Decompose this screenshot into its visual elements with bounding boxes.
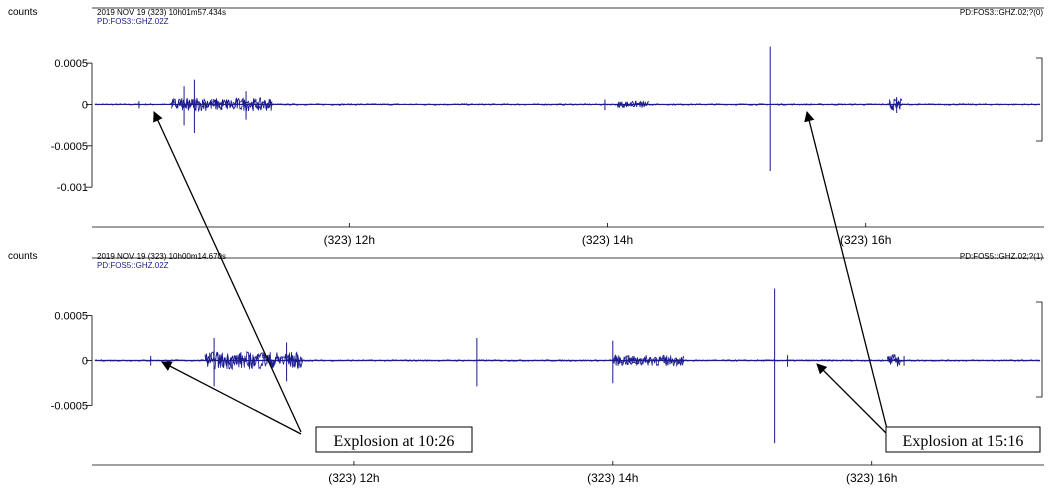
- trace-burst: [886, 354, 901, 367]
- channel-label: PD:FOS3::GHZ.02;?(0): [960, 8, 1043, 17]
- header-time: 2019 NOV 19 (323) 10h01m57.434s: [97, 8, 226, 17]
- x-tick-label: (323) 14h: [587, 471, 638, 485]
- y-tick-label: 0.0005: [54, 311, 88, 323]
- annotation-label: Explosion at 15:16: [903, 433, 1024, 450]
- annotation-box: [315, 426, 473, 453]
- seismic-trace: [94, 288, 1041, 444]
- arrow-to-lower-trace: [161, 361, 302, 435]
- y-tick-label: -0.0005: [51, 141, 88, 153]
- panel-ylabel: counts: [8, 251, 37, 262]
- panel-fos5: counts 2019 NOV 19 (323) 10h00m14.670s P…: [8, 251, 1044, 485]
- y-tick-label: 0.0005: [54, 58, 88, 70]
- y-tick-label: -0.001: [57, 182, 88, 194]
- panel-fos3: counts 2019 NOV 19 (323) 10h01m57.434s P…: [8, 7, 1044, 247]
- station-label: PD:FOS5::GHZ.02Z: [97, 261, 169, 270]
- y-tick-label: 0: [82, 356, 88, 368]
- y-tick-label: 0: [82, 99, 88, 111]
- arrow-to-upper-trace: [153, 111, 302, 433]
- trace-burst: [612, 354, 685, 367]
- trace-burst: [889, 98, 903, 112]
- annotation-label: Explosion at 10:26: [334, 433, 455, 450]
- annotation-box: [885, 426, 1041, 453]
- arrow-to-lower-trace: [816, 363, 888, 435]
- x-tick-label: (323) 12h: [324, 233, 375, 247]
- header-time: 2019 NOV 19 (323) 10h00m14.670s: [97, 252, 226, 261]
- x-tick-label: (323) 14h: [582, 233, 633, 247]
- panel-ylabel: counts: [8, 7, 37, 18]
- trace-burst: [204, 350, 303, 371]
- x-axis: (323) 12h (323) 14h (323) 16h: [328, 461, 897, 485]
- channel-label: PD:FOS5::GHZ.02;?(1): [960, 252, 1043, 261]
- right-bracket: [1036, 301, 1043, 398]
- x-tick-label: (323) 12h: [328, 471, 379, 485]
- y-tick-label: -0.0005: [51, 401, 88, 413]
- seismic-trace: [94, 46, 1041, 172]
- y-axis: 0.0005 0 -0.0005 -0.001: [51, 58, 93, 194]
- annotation-explosion-2: Explosion at 15:16: [804, 110, 1041, 453]
- y-axis: 0.0005 0 -0.0005: [51, 311, 93, 413]
- annotation-explosion-1: Explosion at 10:26: [153, 111, 473, 453]
- x-tick-label: (323) 16h: [846, 471, 897, 485]
- station-label: PD:FOS3::GHZ.02Z: [97, 17, 169, 26]
- x-axis: (323) 12h (323) 14h (323) 16h: [324, 223, 891, 247]
- x-tick-label: (323) 16h: [840, 233, 891, 247]
- arrow-to-upper-trace: [804, 110, 888, 430]
- right-bracket: [1036, 57, 1043, 142]
- trace-burst: [170, 97, 273, 113]
- trace-burst: [617, 100, 650, 109]
